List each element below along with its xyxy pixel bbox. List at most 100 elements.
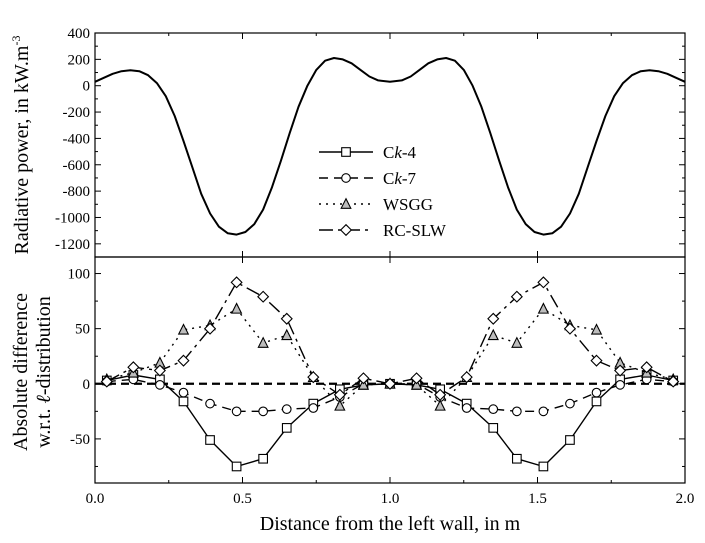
data-point-rc-slw [127,361,140,374]
top-y-tick-label: -200 [63,105,91,121]
x-tick-label: 0.0 [86,491,105,507]
legend-label-wsgg: WSGG [383,195,433,214]
data-point-rc-slw [460,371,473,384]
bottom-y-axis: 100 50 0 -50 [68,267,685,467]
x-axis: 0.0 0.5 1.0 1.5 2.0 [86,33,695,507]
top-y-tick-label: -600 [63,158,91,174]
data-point-ck-4 [538,461,549,472]
data-point-wsgg [357,378,370,390]
data-point-rc-slw [307,371,320,384]
top-y-tick-label: 0 [83,79,91,95]
data-point-rc-slw [510,290,523,303]
legend-marker-ck-4 [341,147,351,157]
data-point-ck-7 [591,387,602,398]
top-panel: 400 200 0 -200 -400 -600 -800 -1000 -1200 Radiat… [9,26,686,258]
series-line-wsgg [106,308,674,407]
bottom-y-axis-title-line1: Absolute difference [10,293,32,451]
bottom-plot-frame [94,256,686,484]
data-point-ck-7 [615,380,625,390]
data-point-ck-7 [511,406,522,417]
top-y-tick-label: -1000 [55,210,90,226]
data-point-wsgg [177,323,190,335]
data-point-wsgg [537,302,550,314]
data-point-ck-7 [538,406,549,417]
legend-marker-wsgg [340,197,352,209]
top-y-tick-label: -1200 [55,237,90,253]
bottom-series-group [95,276,685,472]
bottom-y-tick-label: 0 [83,377,91,393]
data-point-rc-slw [257,290,270,303]
data-point-rc-slw [100,375,113,388]
series-rc-slw [100,276,680,401]
data-point-ck-7 [205,398,215,409]
data-point-wsgg [334,399,346,411]
legend-marker-rc-slw [339,223,353,237]
data-point-ck-4 [281,423,292,433]
data-point-rc-slw [177,354,190,367]
data-point-ck-7 [488,404,499,414]
data-point-rc-slw [333,388,346,401]
data-point-rc-slw [410,372,423,385]
x-axis-title: Distance from the left wall, in m [260,513,521,535]
legend-label-ck-4: Ck-4 [383,143,417,162]
data-point-ck-4 [488,423,499,433]
data-point-rc-slw [383,377,397,390]
data-point-ck-4 [258,453,269,464]
data-point-wsgg [511,336,523,348]
data-point-wsgg [230,302,243,314]
x-tick-label: 1.5 [528,491,547,507]
top-y-axis-title: Radiative power, in kW.m-3 [9,36,33,255]
top-y-tick-label: 200 [68,52,91,68]
data-point-ck-7 [258,406,269,417]
data-point-ck-7 [461,403,472,413]
data-point-rc-slw [153,364,166,377]
data-point-rc-slw [614,364,627,377]
data-point-wsgg [410,378,423,390]
data-point-ck-4 [511,453,522,464]
data-point-ck-7 [155,380,165,390]
data-point-ck-7 [281,404,292,414]
top-y-tick-label: -400 [63,131,91,147]
data-point-rc-slw [563,322,577,335]
top-y-tick-label: 400 [68,26,91,42]
legend: Ck-4 Ck-7 WSGG RC-SLW [319,143,447,240]
legend-label-ck-7: Ck-7 [383,169,417,188]
bottom-y-tick-label: 50 [75,322,90,338]
x-tick-label: 1.0 [381,491,400,507]
data-point-rc-slw [357,372,370,385]
legend-marker-ck-7 [341,173,351,183]
data-point-ck-7 [178,387,189,398]
data-point-wsgg [257,336,269,348]
legend-label-rc-slw: RC-SLW [383,221,447,240]
top-series-line [94,57,686,236]
data-point-ck-4 [231,461,242,472]
data-point-rc-slw [434,388,447,401]
bottom-y-tick-label: 100 [68,267,91,283]
data-point-ck-7 [231,406,242,417]
data-point-rc-slw [667,375,680,388]
data-point-ck-4 [565,435,575,445]
data-point-wsgg [487,328,499,341]
top-y-axis: 400 200 0 -200 -400 -600 -800 -1000 -1200 [55,26,685,258]
data-point-wsgg [434,399,446,411]
data-point-wsgg [590,323,603,335]
data-point-rc-slw [590,354,603,367]
data-point-rc-slw [640,361,653,374]
data-point-wsgg [281,328,293,341]
bottom-y-tick-label: -50 [70,432,90,448]
data-point-rc-slw [280,312,293,325]
data-point-ck-4 [591,396,602,407]
x-tick-label: 2.0 [676,491,695,507]
x-tick-label: 0.5 [233,491,252,507]
data-point-rc-slw [230,276,243,289]
data-point-ck-4 [178,396,189,407]
bottom-y-axis-title-line2: w.r.t. ℓ-distribution [33,296,55,448]
data-point-rc-slw [487,312,500,325]
top-series-group [94,57,686,236]
data-point-ck-4 [205,435,215,445]
top-y-tick-label: -800 [63,184,91,200]
data-point-ck-7 [565,398,575,409]
data-point-ck-7 [308,403,319,413]
data-point-rc-slw [537,276,550,289]
